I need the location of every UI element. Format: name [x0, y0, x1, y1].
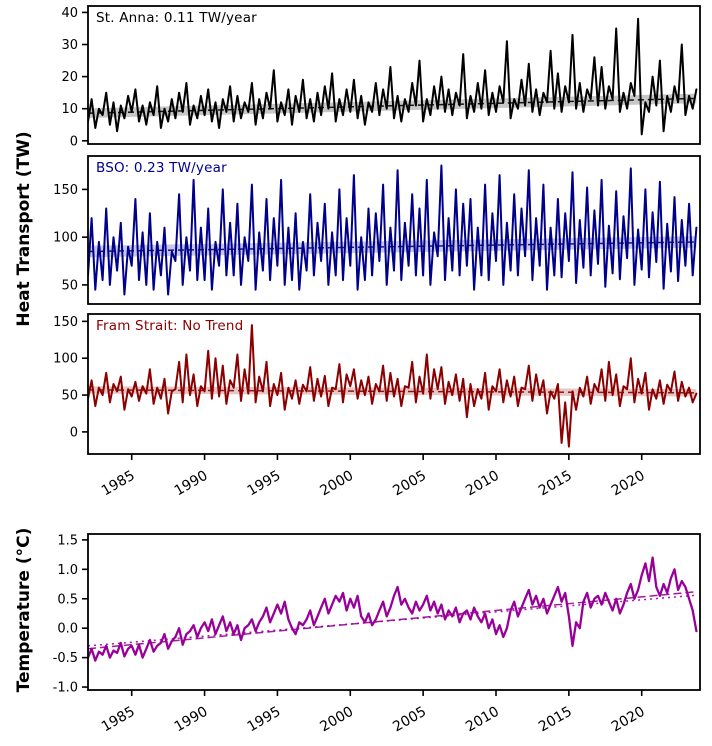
svg-text:1985: 1985: [99, 468, 138, 500]
svg-text:2000: 2000: [317, 704, 356, 736]
svg-text:-1.0: -1.0: [53, 681, 78, 696]
svg-text:1990: 1990: [172, 704, 211, 736]
svg-text:2010: 2010: [463, 704, 502, 736]
svg-text:2020: 2020: [609, 704, 648, 736]
temperature-chart: -1.0 -0.5 0.0 0.5 1.0 1.5 1985 1990 1995 2000 2005…: [53, 533, 701, 736]
svg-text:50: 50: [61, 389, 78, 404]
svg-text:2005: 2005: [390, 468, 429, 500]
panel-fram: 0 50 100 150 1985 1990 1995 2000 2005 2010 2015 202…: [0, 312, 712, 504]
svg-text:2005: 2005: [390, 704, 429, 736]
svg-text:1995: 1995: [245, 704, 284, 736]
panel-bso: 50 100 150 BSO: 0.23 TW/year: [0, 154, 712, 306]
svg-text:1.5: 1.5: [57, 533, 78, 548]
fram-strait-chart: 0 50 100 150 1985 1990 1995 2000 2005 2010 2015 202…: [53, 313, 701, 500]
panel-temp: -1.0 -0.5 0.0 0.5 1.0 1.5 1985 1990 1995 2000 2005…: [0, 530, 712, 742]
svg-text:150: 150: [53, 183, 78, 198]
svg-text:0: 0: [70, 134, 78, 146]
svg-text:-0.5: -0.5: [53, 651, 78, 666]
svg-text:30: 30: [61, 38, 78, 53]
svg-text:0: 0: [70, 425, 78, 440]
svg-text:50: 50: [61, 278, 78, 293]
svg-text:1.0: 1.0: [57, 563, 78, 578]
panel-st-anna: 0 10 20 30 40 St. Anna: 0.11 TW/year: [0, 4, 712, 146]
svg-text:2015: 2015: [536, 704, 575, 736]
svg-text:100: 100: [53, 352, 78, 367]
fram-strait-annotation: Fram Strait: No Trend: [96, 318, 244, 334]
svg-text:0.0: 0.0: [57, 622, 78, 637]
svg-text:1995: 1995: [245, 468, 284, 500]
svg-text:150: 150: [53, 315, 78, 330]
svg-text:40: 40: [61, 6, 78, 21]
svg-text:10: 10: [61, 102, 78, 117]
svg-text:1985: 1985: [99, 704, 138, 736]
st-anna-annotation: St. Anna: 0.11 TW/year: [96, 10, 257, 26]
svg-text:2015: 2015: [536, 468, 575, 500]
st-anna-chart: 0 10 20 30 40: [61, 5, 701, 146]
svg-text:2020: 2020: [609, 468, 648, 500]
svg-text:2010: 2010: [463, 468, 502, 500]
svg-text:2000: 2000: [317, 468, 356, 500]
svg-text:0.5: 0.5: [57, 592, 78, 607]
svg-text:100: 100: [53, 231, 78, 246]
svg-text:20: 20: [61, 70, 78, 85]
svg-text:1990: 1990: [172, 468, 211, 500]
bso-chart: 50 100 150: [53, 155, 701, 305]
bso-annotation: BSO: 0.23 TW/year: [96, 160, 227, 176]
